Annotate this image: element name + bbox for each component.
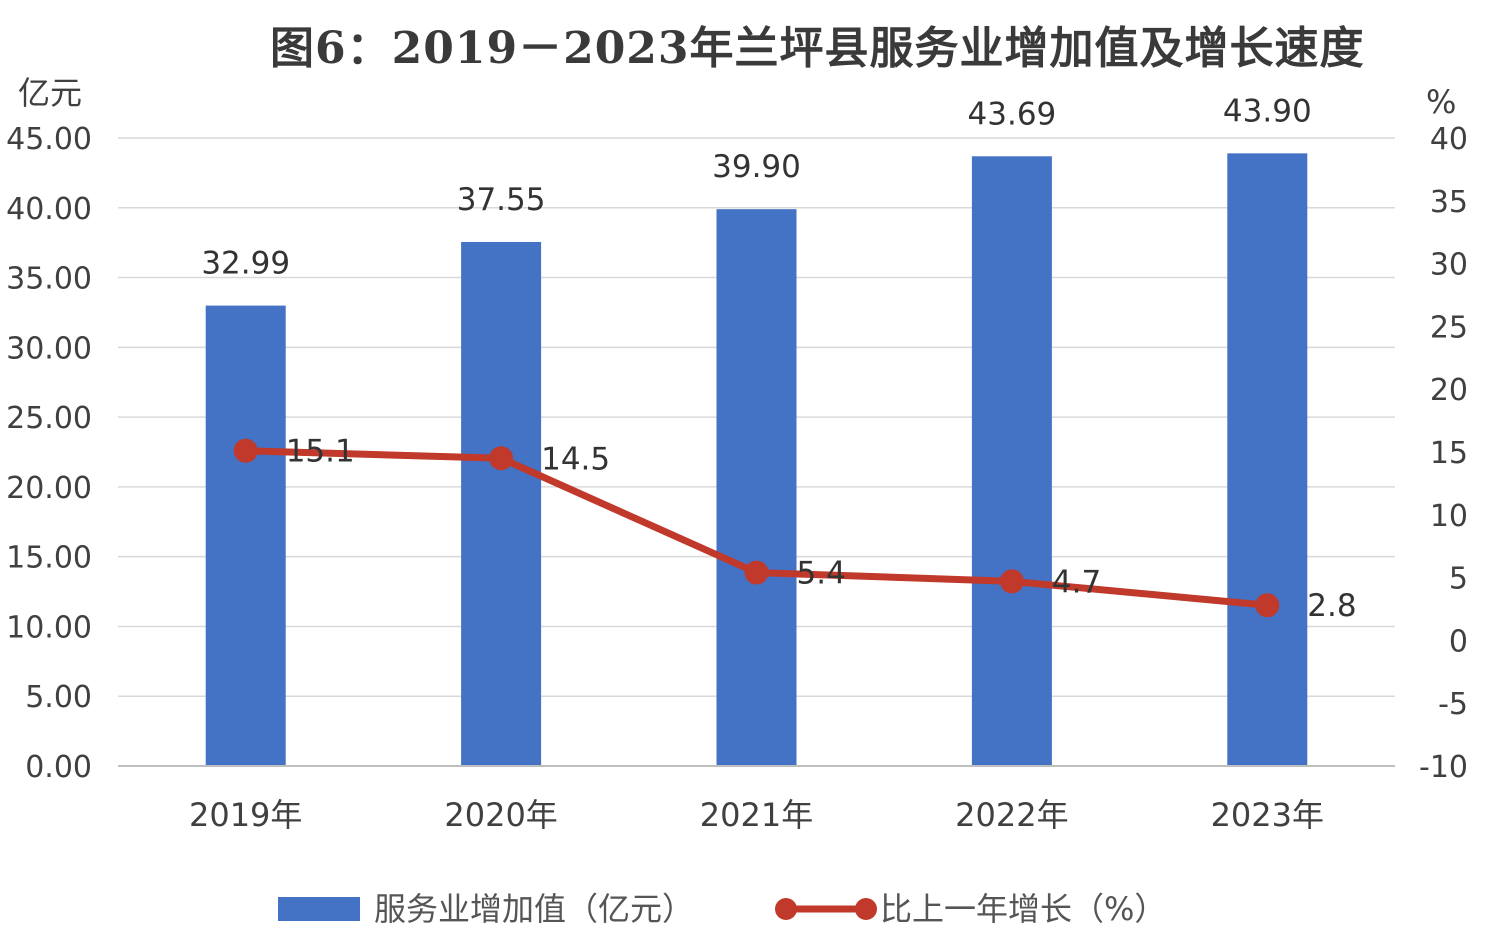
y-left-tick-label: 15.00 (6, 541, 92, 576)
x-tick-label: 2023年 (1211, 796, 1324, 834)
y-left-tick-label: 35.00 (6, 262, 92, 297)
y-left-tick-label: 40.00 (6, 192, 92, 227)
y-right-tick-label: -5 (1438, 687, 1468, 722)
y-right-tick-label: 10 (1430, 499, 1468, 534)
growth-point (1255, 593, 1280, 618)
growth-point (999, 569, 1024, 594)
y-right-tick-label: 20 (1430, 373, 1468, 408)
legend-line-label: 比上一年增长（%） (880, 890, 1166, 928)
x-tick-label: 2022年 (955, 796, 1068, 834)
growth-point (744, 560, 769, 585)
chart-title: 图6：2019－2023年兰坪县服务业增加值及增长速度 (270, 23, 1365, 74)
bar-layer (205, 153, 1308, 767)
y-left-tick-label: 45.00 (6, 122, 92, 157)
bar-data-label: 43.69 (968, 96, 1057, 132)
x-tick-label: 2021年 (700, 796, 813, 834)
x-tick-label: 2019年 (189, 796, 302, 834)
label-layer: 32.99 37.55 39.90 43.69 43.90 15.1 14.5 5.4 4.7 2… (201, 93, 1356, 624)
y-right-unit: % (1426, 83, 1456, 121)
bar-data-label: 39.90 (712, 149, 801, 185)
line-data-label: 4.7 (1052, 564, 1101, 600)
y-right-tick-label: 40 (1430, 122, 1468, 157)
y-left-tick-label: 5.00 (25, 680, 92, 715)
legend-line-marker (855, 898, 877, 920)
legend-bar-label: 服务业增加值（亿元） (374, 890, 694, 928)
y-left-unit: 亿元 (18, 74, 82, 112)
bar (971, 156, 1052, 766)
bar-data-label: 43.90 (1223, 93, 1312, 129)
bar (205, 305, 286, 766)
growth-point (233, 438, 258, 463)
axis-layer: 0.00 5.00 10.00 15.00 20.00 25.00 30.00 35.00 40… (6, 74, 1468, 834)
y-left-tick-label: 0.00 (25, 750, 92, 785)
growth-point (489, 446, 514, 471)
y-left-tick-label: 20.00 (6, 471, 92, 506)
bar-data-label: 37.55 (457, 182, 546, 218)
legend-layer: 服务业增加值（亿元） 比上一年增长（%） (278, 890, 1166, 928)
y-right-tick-label: -10 (1419, 750, 1468, 785)
y-right-tick-label: 30 (1430, 248, 1468, 283)
line-data-label: 15.1 (286, 434, 355, 470)
bar-data-label: 32.99 (201, 246, 290, 282)
y-right-tick-label: 5 (1449, 562, 1468, 597)
y-right-tick-label: 15 (1430, 436, 1468, 471)
y-left-tick-label: 25.00 (6, 401, 92, 436)
bar (716, 209, 797, 766)
y-right-tick-label: 25 (1430, 310, 1468, 345)
x-tick-label: 2020年 (444, 796, 557, 834)
bar (461, 241, 542, 767)
bar (1227, 153, 1308, 767)
line-layer (233, 438, 1280, 618)
y-right-tick-label: 35 (1430, 185, 1468, 220)
y-left-tick-label: 10.00 (6, 610, 92, 645)
y-right-tick-label: 0 (1449, 624, 1468, 659)
legend-line-marker (775, 898, 797, 920)
y-left-tick-label: 30.00 (6, 331, 92, 366)
line-data-label: 5.4 (797, 556, 846, 592)
legend-bar-swatch (278, 897, 360, 921)
line-data-label: 14.5 (541, 441, 610, 477)
line-data-label: 2.8 (1307, 588, 1356, 624)
